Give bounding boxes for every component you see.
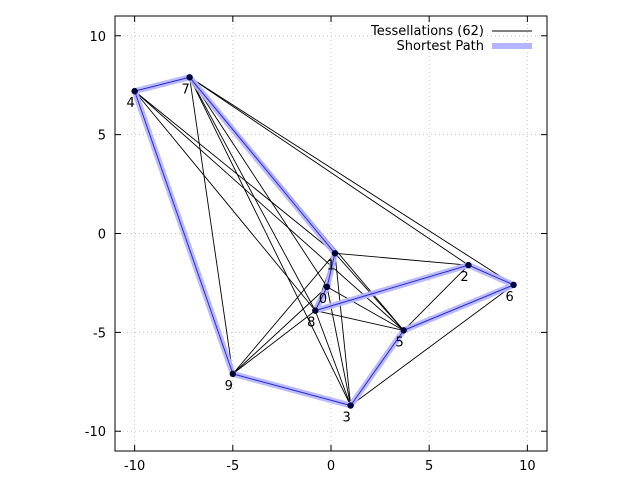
x-tick-label: 10 <box>519 459 536 474</box>
node-label: 0 <box>319 292 327 307</box>
x-tick-label: -10 <box>124 459 145 474</box>
node-label: 4 <box>126 96 134 111</box>
tessellation-edge <box>189 76 514 286</box>
node-point <box>400 327 407 334</box>
tessellation-edge <box>189 77 352 406</box>
node-point <box>510 281 517 289</box>
legend-tessellations-label: Tessellations (62) <box>370 24 484 39</box>
tessellation-edge <box>189 77 316 311</box>
node-point <box>312 307 319 314</box>
y-tick-label: 10 <box>89 30 106 45</box>
y-tick-label: -10 <box>85 425 106 440</box>
node-label: 9 <box>225 379 233 394</box>
tessellation-edge <box>232 286 328 375</box>
node-point <box>186 74 193 81</box>
node-point <box>323 283 331 291</box>
tessellation-edge <box>314 310 352 406</box>
x-tick-label: 0 <box>327 459 335 474</box>
node-label: 5 <box>396 335 404 350</box>
tessellation-edge <box>189 77 234 374</box>
tessellation-edge <box>134 90 336 254</box>
node-point <box>131 87 138 95</box>
node-label: 6 <box>505 290 513 305</box>
node-label: 2 <box>460 270 468 285</box>
tessellation-edge <box>315 310 404 331</box>
y-tick-label: 5 <box>98 129 106 144</box>
shortest-path <box>131 74 517 409</box>
node-label: 3 <box>342 411 350 426</box>
tessellation-edge <box>232 310 316 375</box>
tessellation-edge <box>134 90 404 331</box>
node-labels: 0 1 2 3 4 5 6 7 8 9 <box>126 82 513 425</box>
legend: Tessellations (62) Shortest Path <box>370 24 532 54</box>
node-label: 7 <box>181 82 189 97</box>
tessellation-edge <box>334 253 352 406</box>
legend-shortest-path-label: Shortest Path <box>397 39 484 54</box>
tessellation-edge <box>232 252 336 375</box>
y-tick-label: -5 <box>93 326 106 341</box>
node-point <box>331 250 339 257</box>
x-tick-label: -5 <box>226 459 239 474</box>
node-point <box>465 261 472 269</box>
tessellation-edge <box>189 76 469 266</box>
tessellation-edge <box>334 252 469 266</box>
node-point <box>347 402 354 409</box>
x-tick-label: 5 <box>425 459 433 474</box>
grid <box>115 16 547 451</box>
tessellation-edge <box>403 264 469 331</box>
nodes <box>131 74 517 409</box>
tessellation-edge <box>189 77 328 288</box>
y-tick-label: 0 <box>98 228 106 243</box>
tessellation-edge <box>134 90 316 311</box>
tessellation-edge <box>350 284 514 406</box>
node-label: 8 <box>307 316 315 331</box>
shortest-path-band <box>131 74 517 409</box>
tessellation-edge <box>326 286 404 331</box>
node-point <box>229 370 237 378</box>
node-label: 1 <box>327 258 335 273</box>
